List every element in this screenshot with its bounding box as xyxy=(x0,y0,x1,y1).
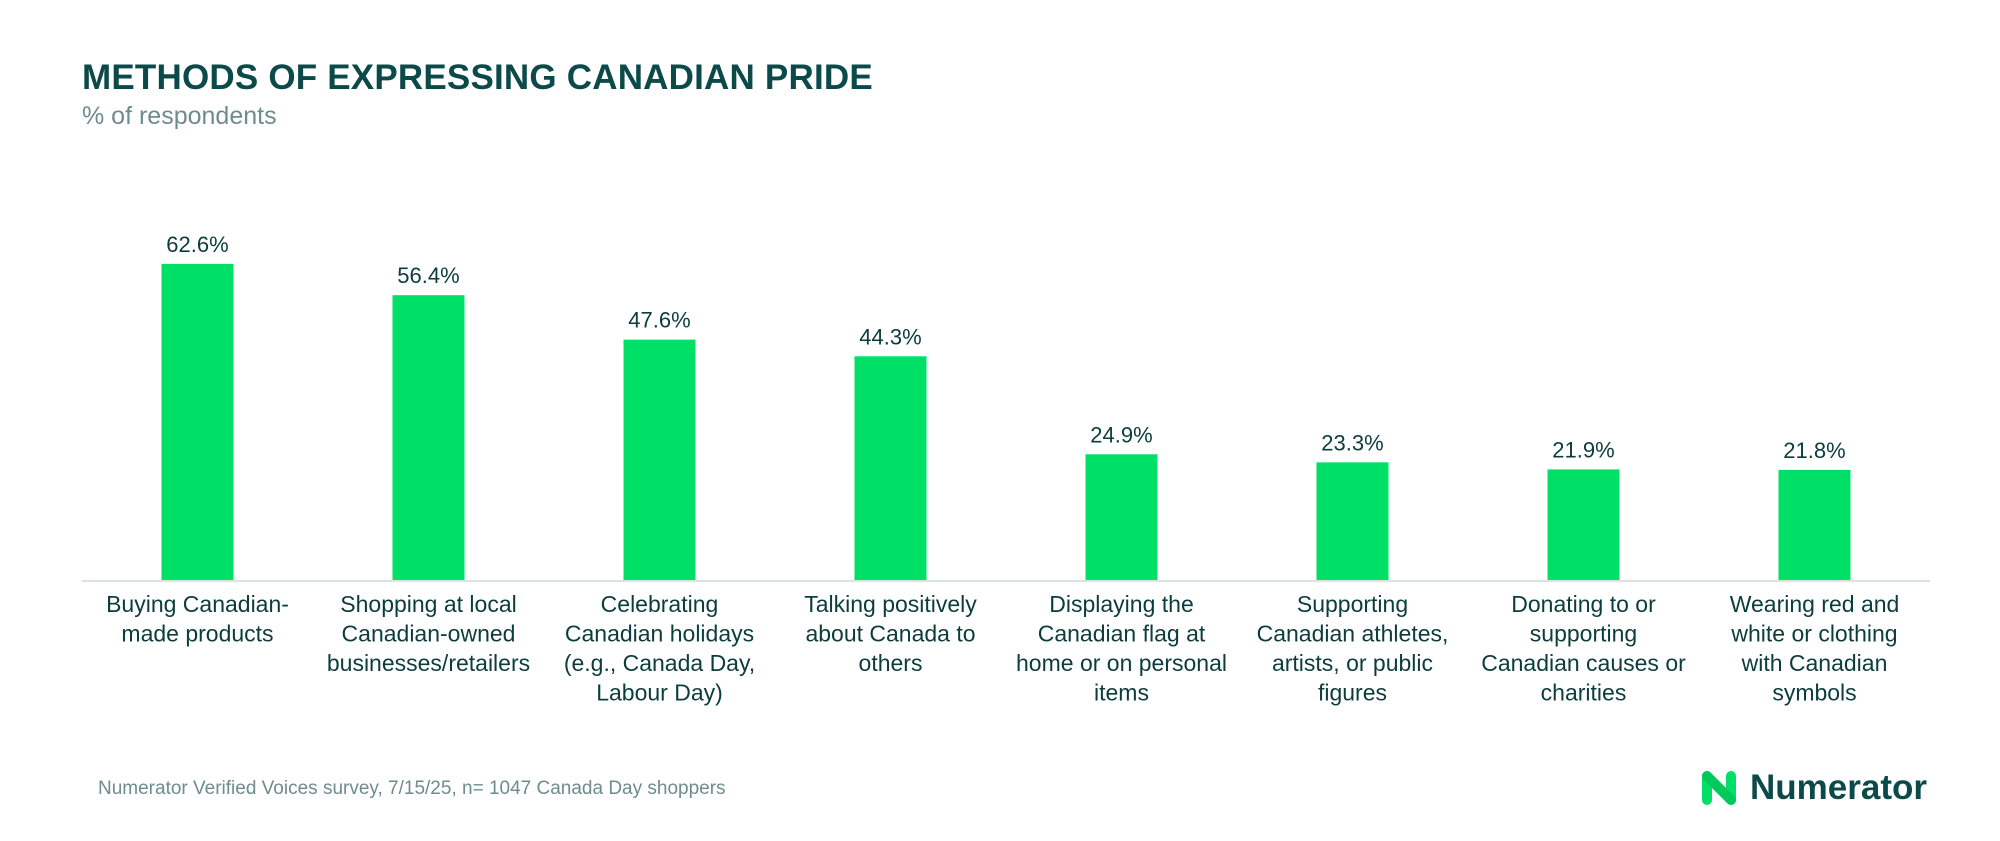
data-label-8: 21.8% xyxy=(1783,438,1845,463)
category-label-7: Donating to or supporting Canadian causes … xyxy=(1481,591,1686,706)
category-label-line: supporting xyxy=(1530,621,1637,647)
category-label-line: Canadian athletes, xyxy=(1257,621,1449,647)
category-label-line: Canadian-owned xyxy=(342,621,516,647)
bar-1 xyxy=(161,263,234,580)
bar-2 xyxy=(392,295,465,580)
category-label-line: Donating to or xyxy=(1511,591,1656,617)
category-label-line: about Canada to xyxy=(805,621,975,647)
bar-7 xyxy=(1547,469,1620,580)
bar-4 xyxy=(854,356,927,580)
category-label-2: Shopping at local Canadian-owned businesse… xyxy=(327,591,530,676)
category-label-line: businesses/retailers xyxy=(327,650,530,676)
category-label-line: Shopping at local xyxy=(340,591,516,617)
chart-title: METHODS OF EXPRESSING CANADIAN PRIDE xyxy=(82,58,873,97)
category-label-line: Canadian causes or xyxy=(1481,650,1686,676)
category-label-line: Supporting xyxy=(1297,591,1408,617)
category-label-line: others xyxy=(859,650,923,676)
category-label-line: Canadian holidays xyxy=(565,621,754,647)
bar-8 xyxy=(1778,469,1851,580)
category-label-line: home or on personal xyxy=(1016,650,1227,676)
category-label-line: artists, or public xyxy=(1272,650,1433,676)
category-label-line: Displaying the xyxy=(1049,591,1193,617)
bar-5 xyxy=(1085,454,1158,580)
bar-chart: 62.6% Buying Canadian-made products 56.4% S… xyxy=(82,232,1930,706)
category-label-line: Buying Canadian- xyxy=(106,591,289,617)
data-label-6: 23.3% xyxy=(1321,430,1383,455)
data-label-5: 24.9% xyxy=(1090,422,1152,447)
data-label-2: 56.4% xyxy=(397,263,459,288)
category-label-line: Canadian flag at xyxy=(1038,621,1206,647)
category-label-line: symbols xyxy=(1772,680,1856,706)
category-label-8: Wearing red and white or clothing with Can… xyxy=(1730,591,1900,706)
category-label-1: Buying Canadian-made products xyxy=(106,591,289,647)
category-label-line: made products xyxy=(121,621,273,647)
bar-3 xyxy=(623,339,696,580)
numerator-logo: Numerator xyxy=(1700,768,1927,808)
category-label-line: Labour Day) xyxy=(596,680,723,706)
numerator-logo-icon xyxy=(1702,771,1736,805)
data-label-7: 21.9% xyxy=(1552,437,1614,462)
category-label-6: Supporting Canadian athletes, artists, or … xyxy=(1257,591,1449,706)
category-label-line: Celebrating xyxy=(601,591,719,617)
data-label-1: 62.6% xyxy=(166,232,228,257)
category-label-line: figures xyxy=(1318,680,1387,706)
category-label-line: white or clothing xyxy=(1730,621,1897,647)
data-label-4: 44.3% xyxy=(859,324,921,349)
category-label-4: Talking positively about Canada to others xyxy=(804,591,977,676)
logo-text: Numerator xyxy=(1750,768,1927,807)
category-label-3: Celebrating Canadian holidays (e.g., Canad… xyxy=(564,591,755,706)
category-label-line: charities xyxy=(1541,680,1627,706)
source-note: Numerator Verified Voices survey, 7/15/2… xyxy=(98,778,726,799)
bar-6 xyxy=(1316,462,1389,580)
category-label-line: with Canadian xyxy=(1741,650,1888,676)
chart-subtitle: % of respondents xyxy=(82,102,277,130)
category-label-line: Talking positively xyxy=(804,591,977,617)
category-label-5: Displaying the Canadian flag at home or on… xyxy=(1016,591,1227,706)
data-label-3: 47.6% xyxy=(628,308,690,333)
category-label-line: (e.g., Canada Day, xyxy=(564,650,755,676)
category-label-line: items xyxy=(1094,680,1149,706)
category-label-line: Wearing red and xyxy=(1730,591,1900,617)
